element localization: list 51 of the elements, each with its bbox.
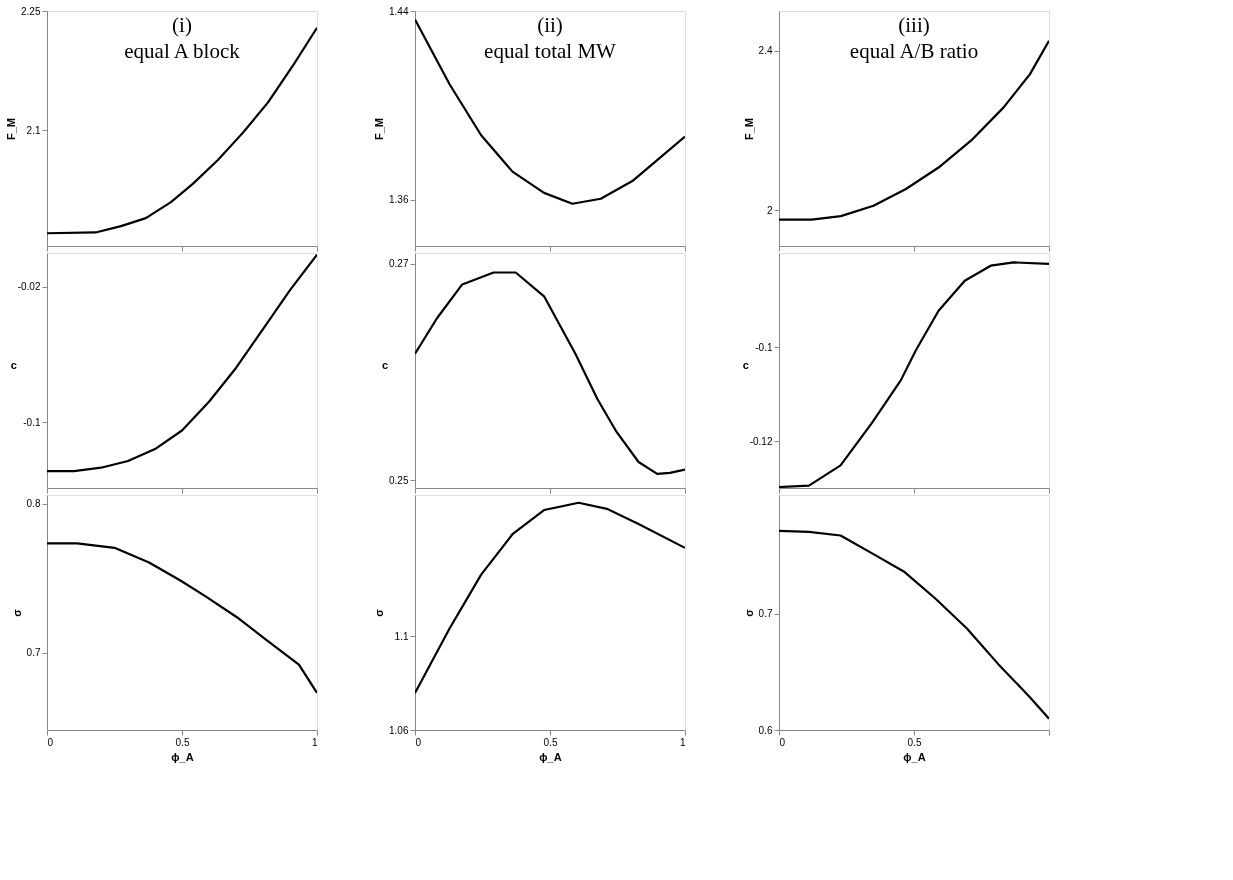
- y-tick-label: 2: [766, 204, 773, 216]
- y-tick-label: 0.27: [389, 258, 409, 270]
- y-tick-label: -0.1: [23, 416, 41, 428]
- y-axis-title: F_M: [5, 118, 18, 140]
- y-tick-label: 1.1: [394, 630, 409, 642]
- y-axis-title: c: [10, 359, 17, 371]
- x-axis-title: ϕ_A: [903, 750, 926, 763]
- x-tick-label: 0.5: [907, 736, 922, 748]
- y-tick-label: 1.06: [389, 724, 409, 736]
- y-axis-title: σ: [10, 608, 23, 617]
- y-tick-label: 2.25: [21, 5, 41, 17]
- line-series: [415, 18, 685, 205]
- y-tick-label: -0.12: [749, 435, 773, 447]
- annotation: equal A/B ratio: [849, 39, 979, 63]
- x-axis-title: ϕ_A: [539, 750, 562, 763]
- x-tick-label: 0: [47, 736, 54, 748]
- x-tick-label: 1: [679, 736, 686, 748]
- annotation: equal A block: [124, 39, 241, 63]
- line-series: [415, 501, 685, 695]
- y-axis-title: F_M: [373, 118, 386, 140]
- y-axis-title: c: [742, 359, 749, 371]
- y-axis-title: c: [381, 359, 389, 371]
- x-axis-title: ϕ_A: [171, 750, 194, 763]
- y-tick-label: 0.7: [26, 647, 41, 659]
- y-tick-label: 2.4: [758, 45, 773, 57]
- y-tick-label: 2.1: [26, 124, 41, 136]
- x-tick-label: 0: [779, 736, 786, 748]
- x-tick-label: 0: [415, 736, 422, 748]
- line-series: [779, 529, 1049, 720]
- y-tick-label: 0.25: [389, 474, 409, 486]
- line-series: [47, 253, 317, 473]
- line-series: [779, 39, 1049, 221]
- y-tick-label: 1.36: [389, 194, 409, 206]
- y-tick-label: 0.6: [758, 724, 773, 736]
- y-tick-label: -0.1: [755, 341, 773, 353]
- x-tick-label: 1: [311, 736, 318, 748]
- y-tick-label: -0.02: [17, 281, 41, 293]
- y-axis-title: F_M: [742, 118, 755, 140]
- y-tick-label: 0.8: [26, 498, 41, 510]
- annotation: (iii): [898, 13, 930, 37]
- y-axis-title: σ: [742, 608, 755, 617]
- y-tick-label: 1.44: [389, 5, 409, 17]
- annotation: (ii): [537, 13, 563, 37]
- annotation: (i): [172, 13, 192, 37]
- line-series: [415, 271, 685, 476]
- y-axis-title: σ: [373, 608, 386, 617]
- x-tick-label: 0.5: [543, 736, 558, 748]
- x-tick-label: 0.5: [175, 736, 190, 748]
- annotation: equal total MW: [484, 39, 617, 63]
- line-series: [47, 542, 317, 694]
- y-tick-label: 0.7: [758, 608, 773, 620]
